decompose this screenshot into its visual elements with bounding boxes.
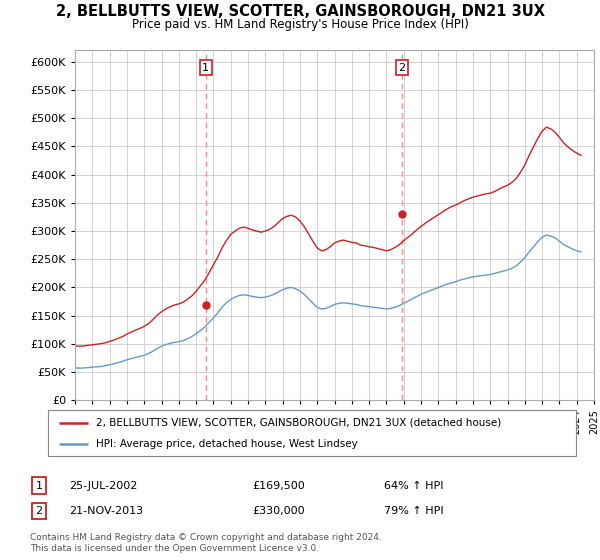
Text: 2: 2 (35, 506, 43, 516)
Text: 64% ↑ HPI: 64% ↑ HPI (384, 480, 443, 491)
Text: 1: 1 (35, 480, 43, 491)
Text: 2, BELLBUTTS VIEW, SCOTTER, GAINSBOROUGH, DN21 3UX: 2, BELLBUTTS VIEW, SCOTTER, GAINSBOROUGH… (56, 4, 545, 19)
Text: 21-NOV-2013: 21-NOV-2013 (69, 506, 143, 516)
FancyBboxPatch shape (48, 410, 576, 456)
Text: £169,500: £169,500 (252, 480, 305, 491)
Text: 2, BELLBUTTS VIEW, SCOTTER, GAINSBOROUGH, DN21 3UX (detached house): 2, BELLBUTTS VIEW, SCOTTER, GAINSBOROUGH… (95, 418, 501, 428)
Text: 79% ↑ HPI: 79% ↑ HPI (384, 506, 443, 516)
Text: 1: 1 (202, 63, 209, 73)
Text: HPI: Average price, detached house, West Lindsey: HPI: Average price, detached house, West… (95, 439, 357, 449)
Text: 2: 2 (398, 63, 406, 73)
Text: Price paid vs. HM Land Registry's House Price Index (HPI): Price paid vs. HM Land Registry's House … (131, 18, 469, 31)
Text: Contains HM Land Registry data © Crown copyright and database right 2024.
This d: Contains HM Land Registry data © Crown c… (30, 533, 382, 553)
Text: 25-JUL-2002: 25-JUL-2002 (69, 480, 137, 491)
Text: £330,000: £330,000 (252, 506, 305, 516)
